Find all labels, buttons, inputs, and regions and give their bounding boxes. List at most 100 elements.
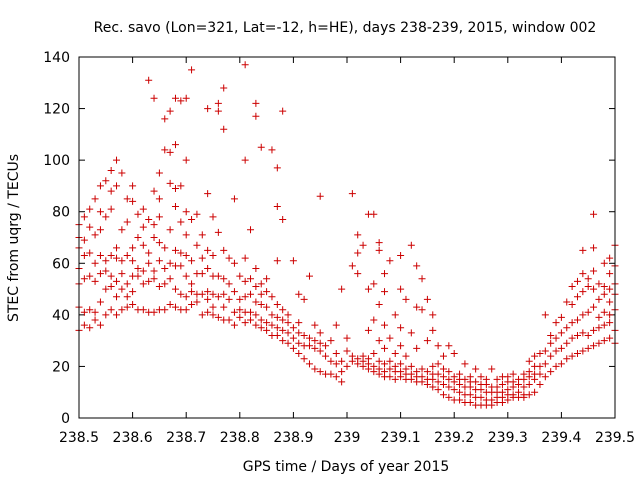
- data-point: [359, 241, 367, 249]
- data-point: [397, 360, 405, 368]
- data-point: [252, 282, 260, 290]
- data-point: [188, 257, 196, 265]
- data-point: [113, 311, 121, 319]
- data-point: [498, 388, 506, 396]
- data-point: [606, 311, 614, 319]
- data-point: [595, 313, 603, 321]
- x-tick-label: 239.2: [434, 430, 474, 446]
- data-point: [182, 156, 190, 164]
- data-point: [579, 329, 587, 337]
- data-point: [590, 342, 598, 350]
- data-point: [439, 365, 447, 373]
- data-point: [284, 339, 292, 347]
- data-point: [386, 365, 394, 373]
- data-point: [590, 285, 598, 293]
- data-point: [332, 321, 340, 329]
- data-point: [552, 319, 560, 327]
- data-point: [590, 244, 598, 252]
- data-point: [198, 254, 206, 262]
- data-point: [225, 280, 233, 288]
- data-point: [236, 272, 244, 280]
- data-point: [461, 375, 469, 383]
- data-point: [118, 257, 126, 265]
- data-point: [327, 370, 335, 378]
- data-point: [113, 254, 121, 262]
- data-point: [450, 386, 458, 394]
- data-point: [177, 182, 185, 190]
- data-point: [209, 311, 217, 319]
- data-point: [166, 226, 174, 234]
- data-point: [252, 298, 260, 306]
- data-point: [214, 272, 222, 280]
- data-point: [150, 221, 158, 229]
- data-point: [204, 246, 212, 254]
- data-point: [247, 275, 255, 283]
- data-point: [413, 344, 421, 352]
- data-point: [166, 148, 174, 156]
- data-point: [579, 270, 587, 278]
- data-point: [252, 112, 260, 120]
- data-point: [579, 246, 587, 254]
- data-point: [171, 246, 179, 254]
- data-point: [91, 195, 99, 203]
- data-point: [300, 331, 308, 339]
- data-point: [236, 313, 244, 321]
- data-point: [279, 215, 287, 223]
- data-point: [268, 321, 276, 329]
- data-point: [348, 190, 356, 198]
- data-point: [343, 347, 351, 355]
- data-point: [155, 257, 163, 265]
- data-point: [305, 334, 313, 342]
- data-point: [252, 321, 260, 329]
- data-point: [257, 301, 265, 309]
- data-point: [466, 399, 474, 407]
- data-point: [579, 311, 587, 319]
- data-point: [118, 306, 126, 314]
- data-point: [107, 187, 115, 195]
- data-point: [171, 203, 179, 211]
- data-point: [606, 285, 614, 293]
- data-point: [161, 244, 169, 252]
- data-point: [96, 226, 104, 234]
- data-point: [171, 285, 179, 293]
- data-point: [445, 368, 453, 376]
- data-point: [236, 295, 244, 303]
- data-point: [96, 321, 104, 329]
- data-point: [284, 329, 292, 337]
- x-tick-label: 238.6: [113, 430, 153, 446]
- data-point: [568, 301, 576, 309]
- data-point: [504, 373, 512, 381]
- data-point: [107, 282, 115, 290]
- data-point: [91, 231, 99, 239]
- data-point: [531, 352, 539, 360]
- data-point: [182, 208, 190, 216]
- data-point: [80, 308, 88, 316]
- x-tick-label: 239.1: [381, 430, 421, 446]
- data-point: [407, 370, 415, 378]
- data-point: [359, 352, 367, 360]
- data-point: [332, 350, 340, 358]
- y-axis-label: STEC from uqrg / TECUs: [6, 154, 22, 322]
- data-point: [381, 288, 389, 296]
- data-point: [188, 215, 196, 223]
- data-point: [220, 303, 228, 311]
- data-point: [536, 380, 544, 388]
- data-point: [96, 252, 104, 260]
- data-point: [129, 197, 137, 205]
- data-point: [413, 303, 421, 311]
- data-point: [129, 257, 137, 265]
- data-point: [482, 375, 490, 383]
- data-point: [541, 311, 549, 319]
- data-point: [595, 280, 603, 288]
- data-point: [86, 306, 94, 314]
- data-point: [381, 360, 389, 368]
- data-point: [220, 125, 228, 133]
- data-point: [375, 246, 383, 254]
- data-point: [600, 321, 608, 329]
- data-point: [123, 303, 131, 311]
- data-point: [123, 195, 131, 203]
- data-point: [606, 298, 614, 306]
- data-point: [423, 295, 431, 303]
- data-point: [118, 285, 126, 293]
- x-tick-label: 238.8: [220, 430, 260, 446]
